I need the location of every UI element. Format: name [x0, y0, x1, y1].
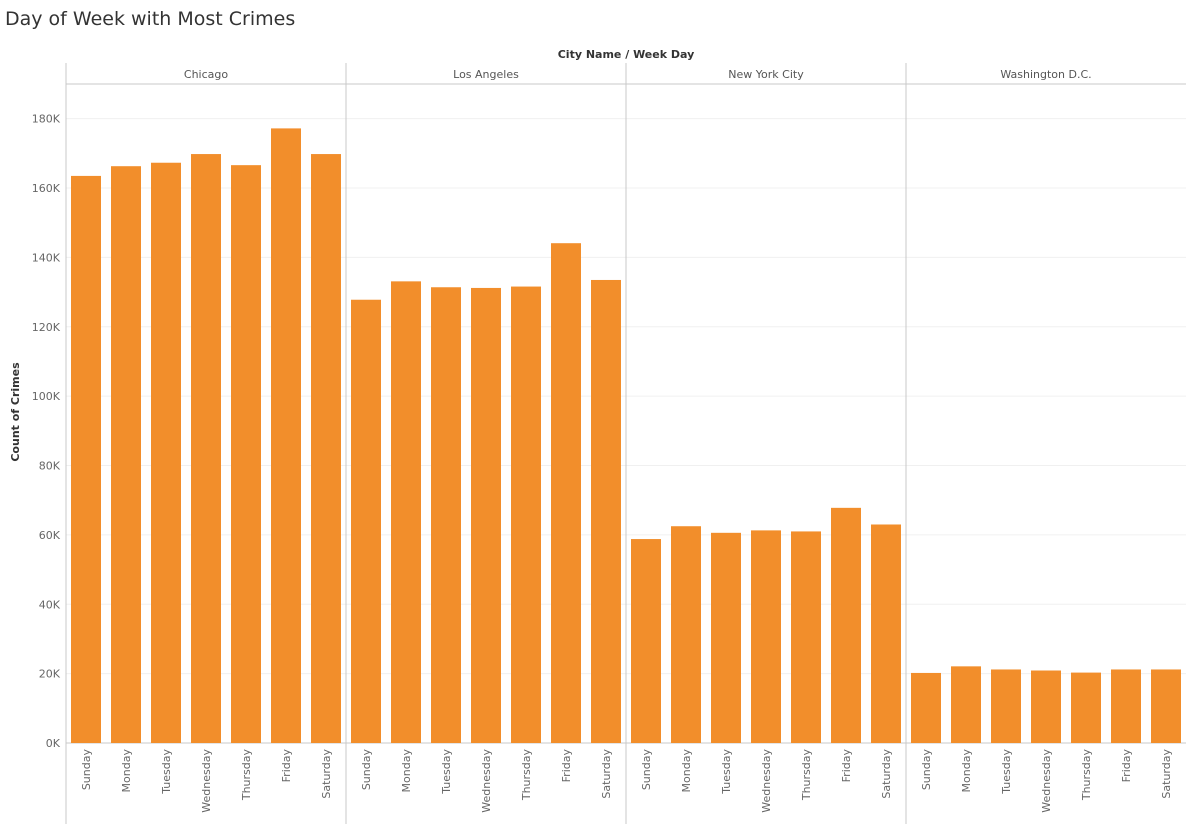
y-tick-label: 120K: [32, 321, 61, 334]
x-tick-label: Monday: [120, 749, 133, 793]
x-tick-label: Monday: [680, 749, 693, 793]
x-tick-label: Saturday: [600, 749, 613, 799]
x-tick-label: Tuesday: [1000, 749, 1013, 795]
panel-header-label: Chicago: [184, 68, 228, 81]
x-tick-label: Friday: [280, 749, 293, 783]
bar[interactable]: [1111, 669, 1141, 743]
bar[interactable]: [871, 524, 901, 743]
y-tick-label: 100K: [32, 390, 61, 403]
x-tick-label: Sunday: [640, 749, 653, 791]
x-tick-label: Saturday: [320, 749, 333, 799]
y-tick-label: 180K: [32, 113, 61, 126]
x-tick-label: Thursday: [520, 749, 533, 802]
x-tick-label: Monday: [400, 749, 413, 793]
y-axis-title: Count of Crimes: [9, 362, 22, 462]
panel-header-label: New York City: [728, 68, 804, 81]
column-header-title: City Name / Week Day: [558, 48, 695, 61]
x-tick-label: Friday: [560, 749, 573, 783]
x-tick-label: Thursday: [240, 749, 253, 802]
y-tick-label: 160K: [32, 182, 61, 195]
panel-headers: Chicago Los Angeles New York City Washingto…: [184, 68, 1092, 81]
bar[interactable]: [831, 507, 861, 743]
bar[interactable]: [511, 286, 541, 743]
x-tick-label: Monday: [960, 749, 973, 793]
x-tick-label: Tuesday: [440, 749, 453, 795]
bar[interactable]: [71, 175, 101, 744]
bar[interactable]: [551, 243, 581, 743]
x-tick-label: Wednesday: [200, 749, 213, 813]
x-tick-label: Sunday: [920, 749, 933, 791]
bar[interactable]: [1151, 669, 1181, 743]
y-tick-label: 80K: [39, 460, 61, 473]
bar[interactable]: [711, 532, 741, 743]
bar[interactable]: [351, 299, 381, 743]
bar[interactable]: [991, 669, 1021, 743]
bar[interactable]: [231, 165, 261, 743]
bar[interactable]: [631, 539, 661, 743]
x-tick-label: Wednesday: [760, 749, 773, 813]
x-tick-label: Tuesday: [160, 749, 173, 795]
bar[interactable]: [311, 154, 341, 743]
x-tick-label: Friday: [1120, 749, 1133, 783]
bar[interactable]: [271, 128, 301, 744]
bar[interactable]: [911, 672, 941, 743]
bar[interactable]: [391, 281, 421, 743]
bar[interactable]: [671, 526, 701, 743]
bar[interactable]: [791, 531, 821, 743]
bar[interactable]: [1071, 672, 1101, 743]
x-tick-label: Thursday: [1080, 749, 1093, 802]
x-axis: Sunday Monday Tuesday Wednesday Thursday Frid…: [80, 749, 1173, 813]
chart-title: Day of Week with Most Crimes: [5, 8, 296, 30]
bar[interactable]: [191, 154, 221, 743]
panel-header-label: Los Angeles: [453, 68, 519, 81]
x-tick-label: Wednesday: [480, 749, 493, 813]
x-tick-label: Tuesday: [720, 749, 733, 795]
bar[interactable]: [151, 162, 181, 743]
bars-layer: [71, 128, 1181, 744]
y-tick-label: 60K: [39, 529, 61, 542]
bar[interactable]: [591, 279, 621, 743]
x-tick-label: Wednesday: [1040, 749, 1053, 813]
bar[interactable]: [751, 530, 781, 743]
bar[interactable]: [951, 666, 981, 743]
bar[interactable]: [111, 166, 141, 743]
panel-header-label: Washington D.C.: [1000, 68, 1091, 81]
y-axis: 0K 20K 40K 60K 80K 100K 120K 140K 160K 180K: [32, 113, 61, 750]
y-tick-label: 140K: [32, 251, 61, 264]
x-tick-label: Thursday: [800, 749, 813, 802]
bar[interactable]: [1031, 670, 1061, 743]
x-tick-label: Sunday: [360, 749, 373, 791]
x-tick-label: Saturday: [880, 749, 893, 799]
y-tick-label: 0K: [46, 737, 61, 750]
bar[interactable]: [471, 287, 501, 743]
y-tick-label: 20K: [39, 668, 61, 681]
bar[interactable]: [431, 287, 461, 743]
x-tick-label: Saturday: [1160, 749, 1173, 799]
y-tick-label: 40K: [39, 598, 61, 611]
x-tick-label: Sunday: [80, 749, 93, 791]
x-tick-label: Friday: [840, 749, 853, 783]
